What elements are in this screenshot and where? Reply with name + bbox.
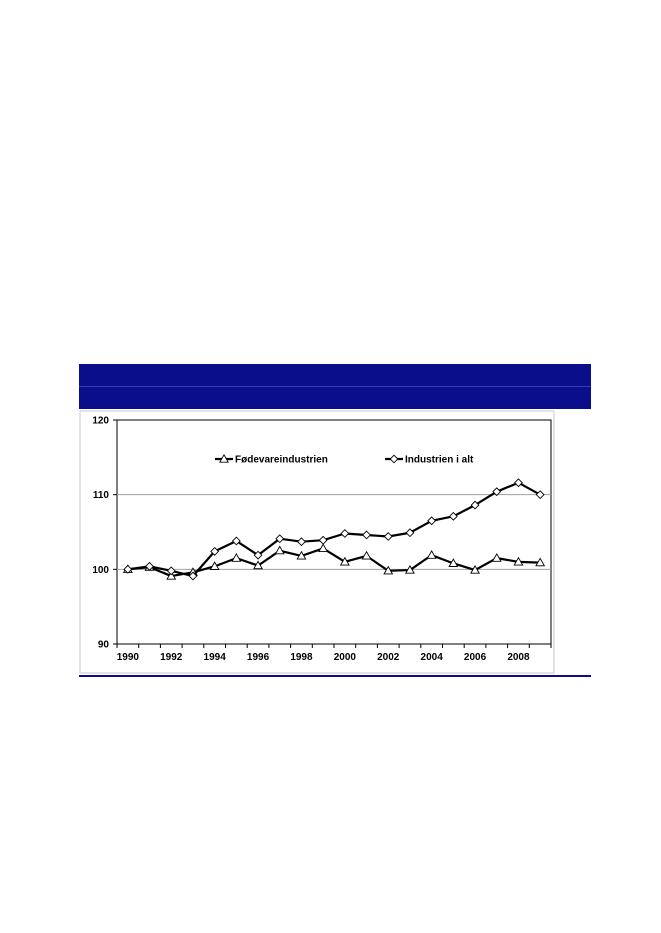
x-axis-ticks: 1990 1992 1994 1996 1998 2000 2002 2004 2006 2008 [116, 644, 552, 663]
diamond-marker [253, 550, 263, 560]
triangle-marker [535, 557, 546, 567]
x-tick-label: 2004 [421, 652, 444, 663]
diamond-marker [535, 490, 545, 500]
diamond-marker [297, 537, 306, 547]
diamond-marker [405, 528, 415, 538]
diamond-marker [318, 535, 328, 545]
diamond-marker [470, 500, 480, 510]
plot-area [116, 419, 552, 645]
x-tick-label: 1994 [204, 652, 227, 663]
legend-item: Fødevareindustrien [215, 453, 328, 466]
triangle-marker [253, 560, 264, 570]
diamond-marker [275, 534, 285, 544]
triangle-marker [513, 556, 524, 566]
diamond-marker [514, 478, 523, 488]
legend-label: Industrien i alt [405, 455, 474, 466]
diamond-marker [427, 516, 437, 526]
diamond-marker [145, 561, 154, 571]
triangle-marker [339, 556, 350, 566]
triangle-marker [426, 550, 437, 559]
diamond-marker [123, 564, 133, 574]
y-tick-label: 120 [92, 416, 109, 427]
diamond-marker [166, 566, 176, 576]
y-axis-ticks: 90 100 110 120 [92, 416, 117, 651]
triangle-marker [470, 564, 481, 574]
diamond-marker [340, 529, 350, 538]
triangle-marker [209, 561, 220, 570]
triangle-marker [166, 570, 177, 580]
triangle-marker [231, 553, 242, 562]
triangle-marker [318, 543, 329, 553]
triangle-marker [491, 553, 502, 562]
diamond-marker [210, 546, 220, 556]
x-tick-label: 2008 [507, 652, 530, 663]
y-tick-label: 110 [93, 490, 110, 501]
legend-label: Fødevareindustrien [235, 455, 328, 466]
triangle-marker [448, 558, 459, 567]
legend: Fødevareindustrien Industrien i alt [215, 453, 474, 466]
x-tick-label: 2006 [464, 652, 487, 663]
line-chart: 90 100 110 120 1990 1992 1994 1996 1998 2000 2002… [79, 410, 555, 674]
y-tick-label: 100 [92, 565, 109, 576]
y-tick-label: 90 [98, 640, 110, 651]
legend-triangle-icon [219, 453, 229, 463]
diamond-marker [231, 536, 241, 546]
diamond-marker [383, 532, 393, 541]
header-divider [79, 386, 591, 387]
x-tick-label: 2000 [334, 652, 357, 663]
diamond-marker [362, 530, 371, 540]
x-tick-label: 1990 [117, 652, 140, 663]
triangle-marker [404, 564, 415, 574]
legend-diamond-icon [389, 454, 399, 464]
diamond-marker [492, 487, 502, 497]
series-industrien-i-alt [123, 478, 545, 581]
series-line [127, 481, 541, 578]
legend-item: Industrien i alt [385, 455, 474, 466]
x-tick-label: 2002 [377, 652, 400, 663]
triangle-marker [361, 550, 372, 560]
x-tick-label: 1996 [247, 652, 270, 663]
triangle-marker [296, 550, 307, 560]
series-group [122, 478, 546, 581]
header-band [79, 364, 591, 409]
triangle-marker [274, 545, 285, 555]
triangle-marker [383, 565, 394, 575]
diamond-marker [188, 571, 198, 581]
diamond-marker [448, 511, 458, 521]
x-tick-label: 1998 [290, 652, 313, 663]
x-tick-label: 1992 [160, 652, 183, 663]
bottom-rule [79, 675, 591, 677]
chart-area: 90 100 110 120 1990 1992 1994 1996 1998 2000 2002… [79, 409, 591, 677]
